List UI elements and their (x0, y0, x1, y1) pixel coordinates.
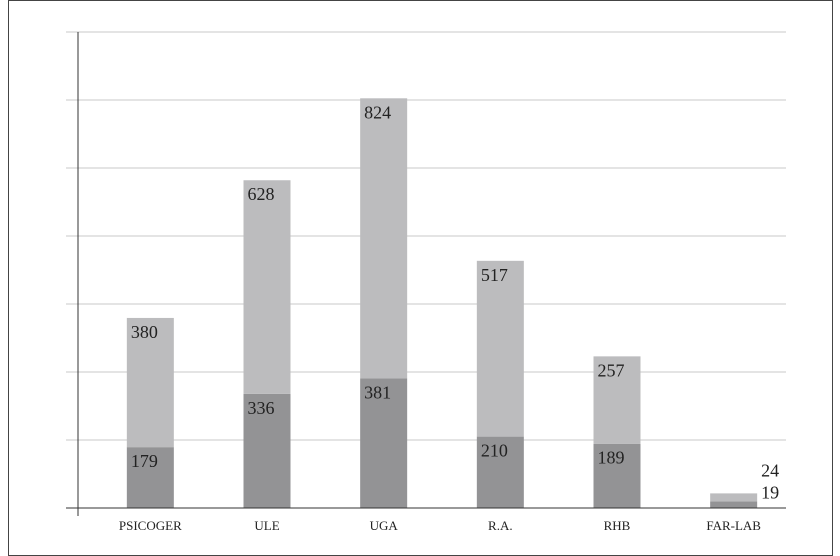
bar-segment (710, 493, 758, 502)
data-label: 24 (761, 460, 779, 480)
bar-segment (593, 356, 641, 444)
data-label: 381 (364, 382, 391, 402)
bar-segment (710, 501, 758, 508)
data-label: 628 (248, 184, 275, 204)
bar-segment (126, 317, 174, 448)
bar-segment (126, 447, 174, 508)
data-label: 210 (481, 441, 508, 461)
x-tick-label: PSICOGER (119, 518, 182, 533)
data-label: 179 (131, 451, 158, 471)
data-label: 189 (598, 448, 625, 468)
data-label: 824 (364, 102, 391, 122)
x-tick-label: FAR-LAB (706, 518, 761, 533)
bar-segment (476, 260, 524, 437)
bar-segment (360, 378, 408, 508)
x-tick-label: RHB (604, 518, 631, 533)
data-label: 19 (761, 483, 779, 503)
data-label: 336 (248, 398, 275, 418)
x-tick-label: UGA (370, 518, 399, 533)
data-label: 380 (131, 322, 158, 342)
bar-segment (360, 98, 408, 379)
bar-segment (243, 180, 291, 394)
data-label: 257 (598, 360, 625, 380)
bar-segment (243, 393, 291, 508)
bar-segment (593, 443, 641, 508)
data-label: 517 (481, 265, 508, 285)
x-tick-label: R.A. (488, 518, 513, 533)
x-tick-label: ULE (254, 518, 279, 533)
bar-segment (476, 436, 524, 508)
